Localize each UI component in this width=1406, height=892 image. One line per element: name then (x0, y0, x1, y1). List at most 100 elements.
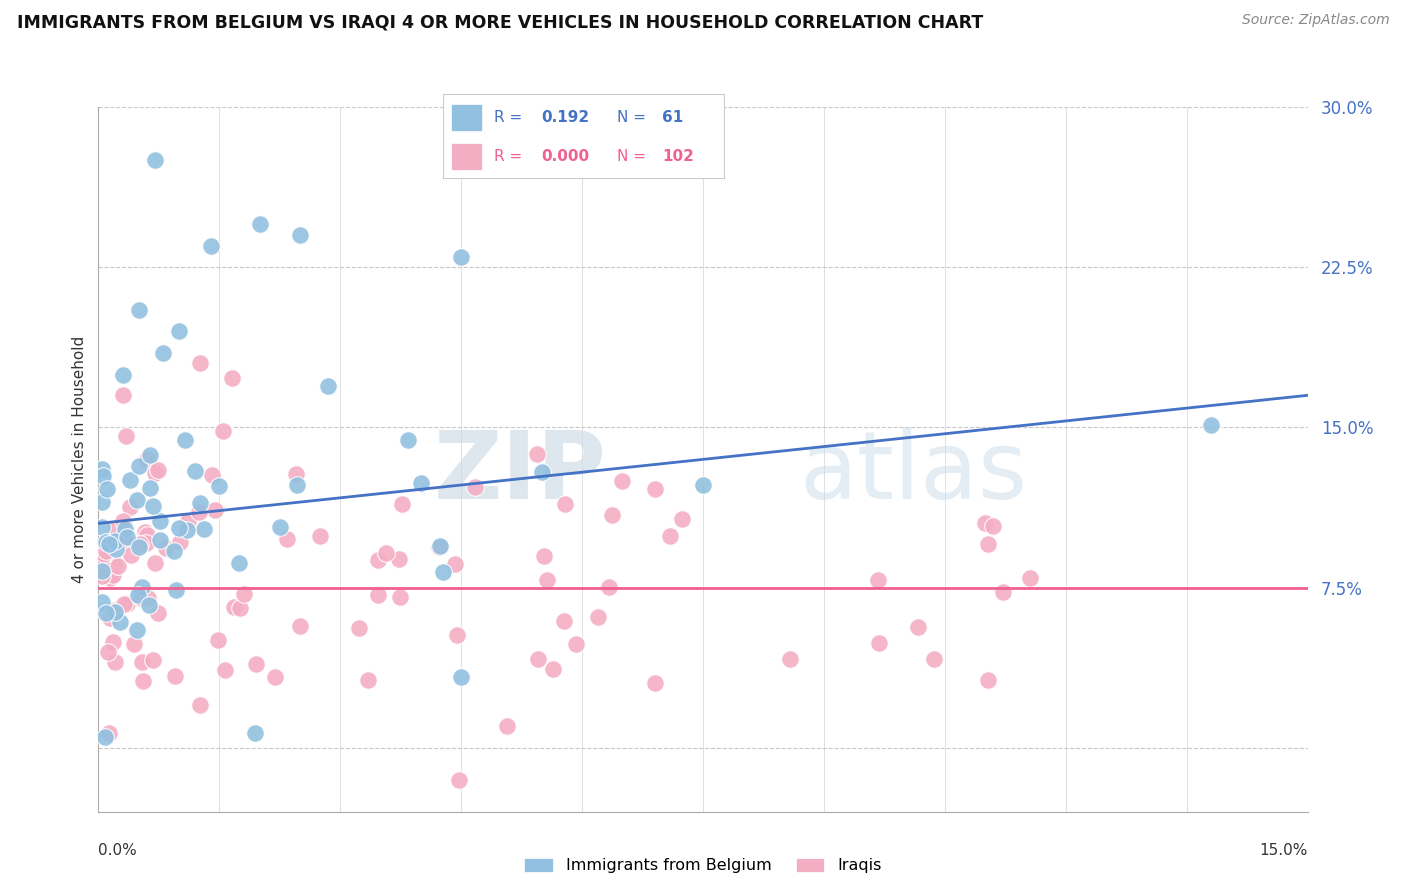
Point (309, 529, 332, 543)
Point (149, 533, 172, 547)
Point (93, 547, 115, 561)
Point (221, 371, 243, 385)
Point (167, 521, 190, 535)
Point (111, 388, 134, 402)
Point (228, 556, 250, 570)
Point (103, 568, 125, 582)
Point (977, 537, 1000, 551)
Point (496, 719, 519, 733)
Legend: Immigrants from Belgium, Iraqis: Immigrants from Belgium, Iraqis (517, 851, 889, 880)
Point (671, 512, 693, 526)
Bar (451, 103, 482, 131)
Point (600, 508, 623, 522)
Text: R =: R = (494, 110, 522, 125)
Point (868, 573, 890, 587)
Point (245, 657, 267, 671)
Point (387, 552, 409, 566)
Point (152, 345, 174, 359)
Point (243, 726, 266, 740)
Point (163, 669, 186, 683)
Point (165, 583, 187, 598)
Point (190, 356, 212, 370)
Point (103, 635, 125, 649)
Point (977, 673, 1000, 687)
Point (464, 480, 486, 494)
Point (98, 611, 121, 625)
Point (1018, 571, 1040, 585)
Point (120, 549, 142, 563)
Point (922, 651, 945, 665)
Point (136, 527, 159, 541)
Point (128, 536, 150, 550)
Point (91, 595, 114, 609)
Point (91, 520, 114, 534)
Point (269, 520, 291, 534)
Point (104, 521, 127, 535)
Point (188, 496, 211, 510)
Point (114, 522, 136, 536)
Point (98, 537, 121, 551)
Point (91, 564, 114, 578)
Point (104, 541, 127, 556)
Point (142, 499, 165, 513)
Point (285, 477, 308, 491)
Point (184, 464, 207, 478)
Text: IMMIGRANTS FROM BELGIUM VS IRAQI 4 OR MORE VEHICLES IN HOUSEHOLD CORRELATION CHA: IMMIGRANTS FROM BELGIUM VS IRAQI 4 OR MO… (17, 13, 983, 31)
Point (97, 645, 120, 659)
Point (659, 529, 682, 543)
Point (432, 565, 454, 579)
Point (94, 543, 117, 558)
Point (409, 476, 432, 491)
Point (204, 503, 226, 517)
Point (447, 772, 470, 787)
Point (188, 698, 211, 712)
Text: 0.192: 0.192 (541, 110, 589, 125)
Point (143, 466, 166, 480)
Point (131, 656, 153, 670)
Point (429, 539, 451, 553)
Point (129, 591, 152, 605)
Point (868, 636, 890, 650)
Point (229, 600, 252, 615)
Point (527, 652, 550, 666)
Bar (451, 143, 482, 169)
Point (644, 482, 666, 496)
Point (138, 599, 160, 613)
Text: 0.000: 0.000 (541, 149, 589, 164)
Point (264, 670, 287, 684)
Point (100, 604, 122, 618)
Point (200, 239, 222, 253)
Point (530, 465, 553, 479)
Point (132, 673, 155, 688)
Point (131, 580, 153, 594)
Point (779, 652, 801, 666)
Point (173, 434, 195, 448)
Point (214, 663, 236, 677)
Text: atlas: atlas (800, 427, 1028, 519)
Point (146, 607, 169, 621)
Point (104, 603, 127, 617)
Point (446, 628, 468, 642)
Point (444, 557, 467, 571)
Point (98, 571, 121, 585)
Point (233, 587, 256, 601)
Point (598, 580, 620, 594)
Point (122, 636, 145, 650)
Text: 61: 61 (662, 110, 683, 125)
Point (427, 540, 450, 554)
Point (115, 429, 138, 443)
Point (588, 609, 610, 624)
Point (554, 497, 576, 511)
Point (114, 535, 136, 549)
Point (367, 553, 389, 567)
Point (193, 522, 215, 536)
Point (367, 588, 389, 602)
Text: 102: 102 (662, 149, 695, 164)
Point (111, 514, 134, 528)
Point (136, 591, 159, 605)
Point (96, 535, 118, 549)
Y-axis label: 4 or more Vehicles in Household: 4 or more Vehicles in Household (72, 335, 87, 583)
Point (288, 228, 311, 243)
Point (285, 467, 308, 482)
Point (450, 250, 472, 264)
